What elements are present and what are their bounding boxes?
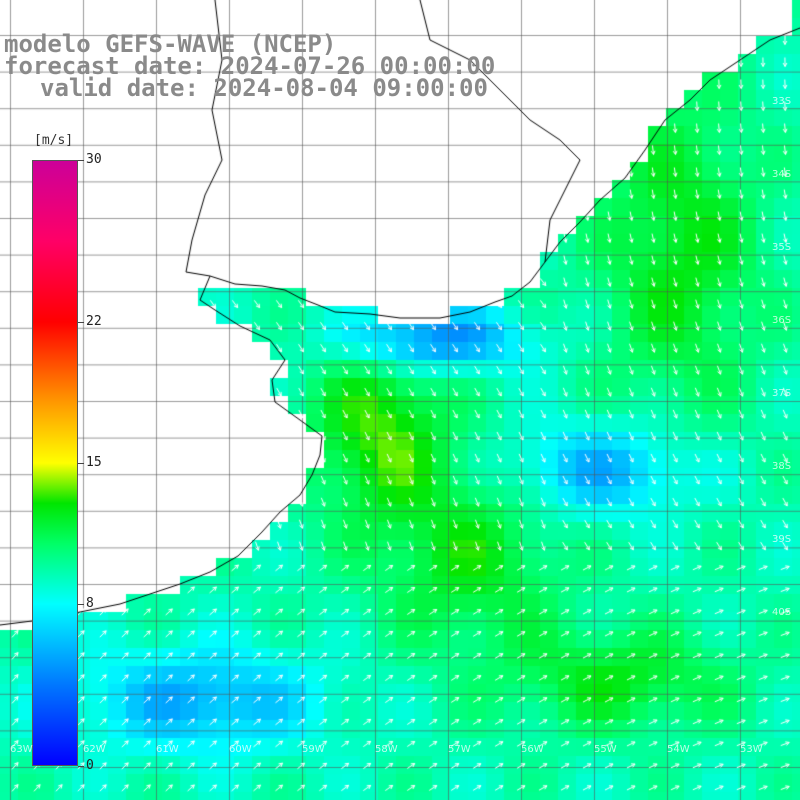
colorbar-tickmark <box>78 604 84 606</box>
colorbar-tick-0: 0 <box>86 758 94 773</box>
colorbar-tickmark <box>78 160 84 161</box>
longitude-label: 58W <box>375 744 398 755</box>
longitude-label: 60W <box>229 744 252 755</box>
latitude-label: 40S <box>772 607 792 618</box>
longitude-label: 55W <box>594 744 617 755</box>
longitude-label: 62W <box>83 744 106 755</box>
longitude-label: 61W <box>156 744 179 755</box>
latitude-label: 35S <box>772 242 792 253</box>
longitude-label: 57W <box>448 744 471 755</box>
latitude-label: 38S <box>772 461 792 472</box>
wind-speed-colorbar <box>32 160 78 766</box>
longitude-label: 56W <box>521 744 544 755</box>
latitude-label: 37S <box>772 388 792 399</box>
colorbar-tick-30: 30 <box>86 152 102 167</box>
colorbar-tick-15: 15 <box>86 455 102 470</box>
colorbar-tickmark <box>78 463 84 464</box>
longitude-label: 63W <box>10 744 33 755</box>
latitude-label: 33S <box>772 96 792 107</box>
longitude-label: 54W <box>667 744 690 755</box>
colorbar-tickmark <box>78 321 84 323</box>
longitude-label: 59W <box>302 744 325 755</box>
longitude-label: 53W <box>740 744 763 755</box>
latitude-label: 36S <box>772 315 792 326</box>
valid-date: valid date: 2024-08-04 09:00:00 <box>40 74 488 102</box>
latitude-label: 39S <box>772 534 792 545</box>
colorbar-tick-8: 8 <box>86 596 94 612</box>
model-title: modelo GEFS-WAVE (NCEP) <box>4 30 337 58</box>
colorbar-unit: [m/s] <box>34 133 74 148</box>
colorbar-tickmark <box>78 766 84 767</box>
forecast-date: forecast date: 2024-07-26 00:00:00 <box>4 52 496 80</box>
colorbar-tick-22: 22 <box>86 313 102 329</box>
latitude-label: 34S <box>772 169 792 180</box>
